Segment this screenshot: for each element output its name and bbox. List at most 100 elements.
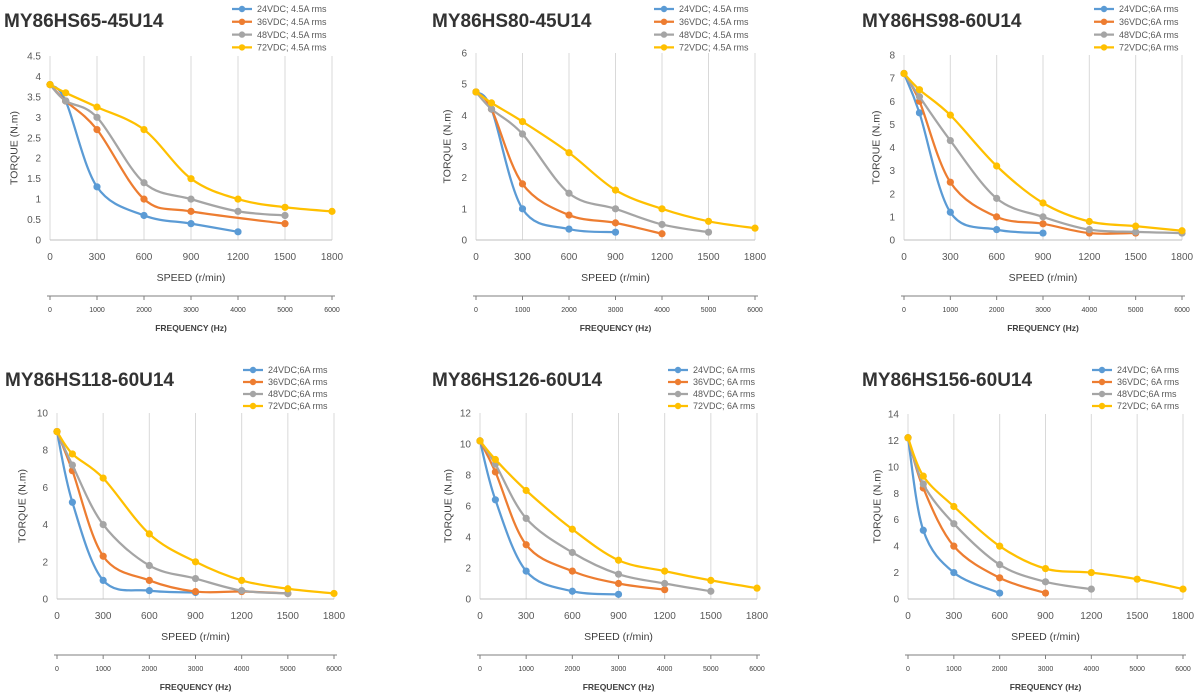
- data-point-36vdc: [950, 542, 958, 550]
- frequency-tick-label: 1000: [943, 307, 959, 314]
- data-point-36vdc: [491, 468, 499, 476]
- data-point-72vdc: [140, 126, 148, 134]
- frequency-tick-label: 4000: [1082, 307, 1098, 314]
- data-point-36vdc: [661, 586, 669, 594]
- data-point-48vdc: [522, 514, 530, 523]
- data-point-24vdc: [946, 208, 954, 216]
- data-point-72vdc: [238, 576, 246, 585]
- data-point-72vdc: [753, 584, 761, 592]
- series-24vdc: [904, 434, 1004, 597]
- legend-marker-swatch: [238, 5, 246, 13]
- legend: 24VDC; 6A rms 36VDC; 6A rms 48VDC; 6A rms 7…: [668, 365, 756, 411]
- legend-entry: 36VDC; 6A rms: [1092, 377, 1180, 387]
- legend-label: 36VDC;6A rms: [1119, 17, 1179, 27]
- data-point-36vdc: [145, 576, 153, 585]
- data-point-36vdc: [946, 178, 954, 186]
- x-axis-title: SPEED (r/min): [581, 272, 650, 284]
- legend-entry: 48VDC;6A rms: [1092, 389, 1177, 399]
- data-point-24vdc: [568, 587, 576, 595]
- legend-entry: 72VDC; 4.5A rms: [232, 43, 327, 53]
- y-tick-label: 10: [37, 409, 49, 420]
- y-tick-label: 4: [42, 520, 48, 531]
- data-point-72vdc: [704, 217, 713, 225]
- y-tick-label: 7: [889, 74, 895, 85]
- legend-marker-swatch: [249, 402, 257, 410]
- data-point-72vdc: [1179, 585, 1187, 593]
- x-tick-label: 1200: [227, 252, 250, 263]
- y-axis-title: TORQUE (N.m): [9, 111, 21, 185]
- frequency-tick-label: 1000: [95, 666, 111, 673]
- data-point-24vdc: [993, 225, 1001, 234]
- frequency-tick-label: 5000: [1129, 666, 1145, 673]
- x-tick-label: 300: [518, 611, 535, 622]
- frequency-tick-label: 1000: [518, 666, 534, 673]
- data-point-72vdc: [472, 88, 480, 96]
- legend-label: 72VDC; 4.5A rms: [679, 43, 749, 53]
- data-point-48vdc: [658, 220, 666, 229]
- frequency-tick-label: 0: [478, 666, 482, 673]
- data-point-48vdc: [191, 574, 200, 583]
- series-36vdc: [53, 428, 292, 598]
- series-36vdc: [476, 437, 669, 594]
- x-tick-label: 1800: [746, 611, 769, 622]
- y-tick-label: 4: [465, 533, 471, 544]
- series-36vdc: [904, 434, 1050, 597]
- legend-entry: 72VDC; 6A rms: [668, 401, 756, 411]
- frequency-tick-label: 1000: [89, 307, 105, 314]
- legend-label: 72VDC;6A rms: [268, 401, 328, 411]
- data-point-72vdc: [62, 89, 70, 97]
- legend-label: 36VDC; 6A rms: [1117, 377, 1180, 387]
- data-point-48vdc: [1039, 213, 1047, 221]
- data-point-72vdc: [1085, 217, 1093, 226]
- data-point-72vdc: [1039, 199, 1047, 207]
- data-point-48vdc: [996, 561, 1004, 569]
- legend-entry: 72VDC; 4.5A rms: [654, 43, 749, 53]
- data-point-48vdc: [661, 579, 669, 588]
- frequency-tick-label: 5000: [701, 307, 717, 314]
- y-tick-label: 4: [893, 542, 899, 553]
- legend-label: 36VDC; 6A rms: [693, 377, 756, 387]
- legend-marker-swatch: [1098, 366, 1106, 374]
- data-point-72vdc: [614, 556, 623, 564]
- legend-label: 48VDC; 6A rms: [693, 389, 756, 399]
- x-tick-label: 900: [183, 252, 200, 263]
- data-point-24vdc: [145, 587, 153, 595]
- frequency-tick-label: 2000: [142, 666, 158, 673]
- y-tick-label: 2: [461, 173, 467, 184]
- data-point-72vdc: [611, 186, 620, 194]
- x-tick-label: 600: [141, 611, 158, 622]
- y-tick-label: 4: [461, 111, 467, 122]
- y-tick-label: 2: [35, 154, 41, 165]
- data-point-48vdc: [993, 194, 1001, 202]
- frequency-axis-title: FREQUENCY (Hz): [1010, 682, 1082, 692]
- y-tick-label: 1: [889, 212, 895, 223]
- y-tick-label: 2: [465, 564, 471, 575]
- x-tick-label: 300: [89, 252, 106, 263]
- data-point-48vdc: [1085, 225, 1093, 234]
- data-point-72vdc: [518, 117, 527, 126]
- data-point-36vdc: [614, 579, 623, 588]
- data-point-36vdc: [518, 180, 527, 188]
- data-point-72vdc: [1087, 568, 1095, 577]
- x-tick-label: 1500: [277, 611, 300, 622]
- legend-label: 48VDC;6A rms: [268, 389, 328, 399]
- x-tick-label: 900: [607, 252, 624, 263]
- y-tick-label: 2: [893, 568, 899, 579]
- data-point-24vdc: [522, 567, 530, 575]
- series-48vdc: [53, 428, 292, 598]
- x-axis-title: SPEED (r/min): [161, 631, 230, 643]
- data-point-72vdc: [330, 589, 338, 598]
- series-line-36vdc: [55, 430, 289, 595]
- x-tick-label: 600: [136, 252, 153, 263]
- data-point-48vdc: [145, 561, 153, 570]
- data-point-48vdc: [611, 205, 620, 213]
- data-point-24vdc: [99, 576, 107, 585]
- data-point-72vdc: [187, 175, 195, 183]
- legend-marker-swatch: [238, 31, 246, 38]
- series-line-36vdc: [906, 436, 1047, 595]
- chart-panel-2: 0 1 2 3 4 5 6 0 300 600 900 1200 1500 1800 SPEED (r/mi…: [432, 4, 767, 333]
- data-point-24vdc: [491, 496, 499, 504]
- frequency-tick-label: 0: [55, 666, 59, 673]
- y-tick-label: 1.5: [27, 174, 41, 185]
- data-point-36vdc: [568, 567, 576, 575]
